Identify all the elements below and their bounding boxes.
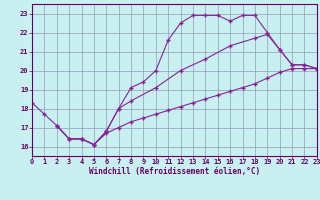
X-axis label: Windchill (Refroidissement éolien,°C): Windchill (Refroidissement éolien,°C): [89, 167, 260, 176]
